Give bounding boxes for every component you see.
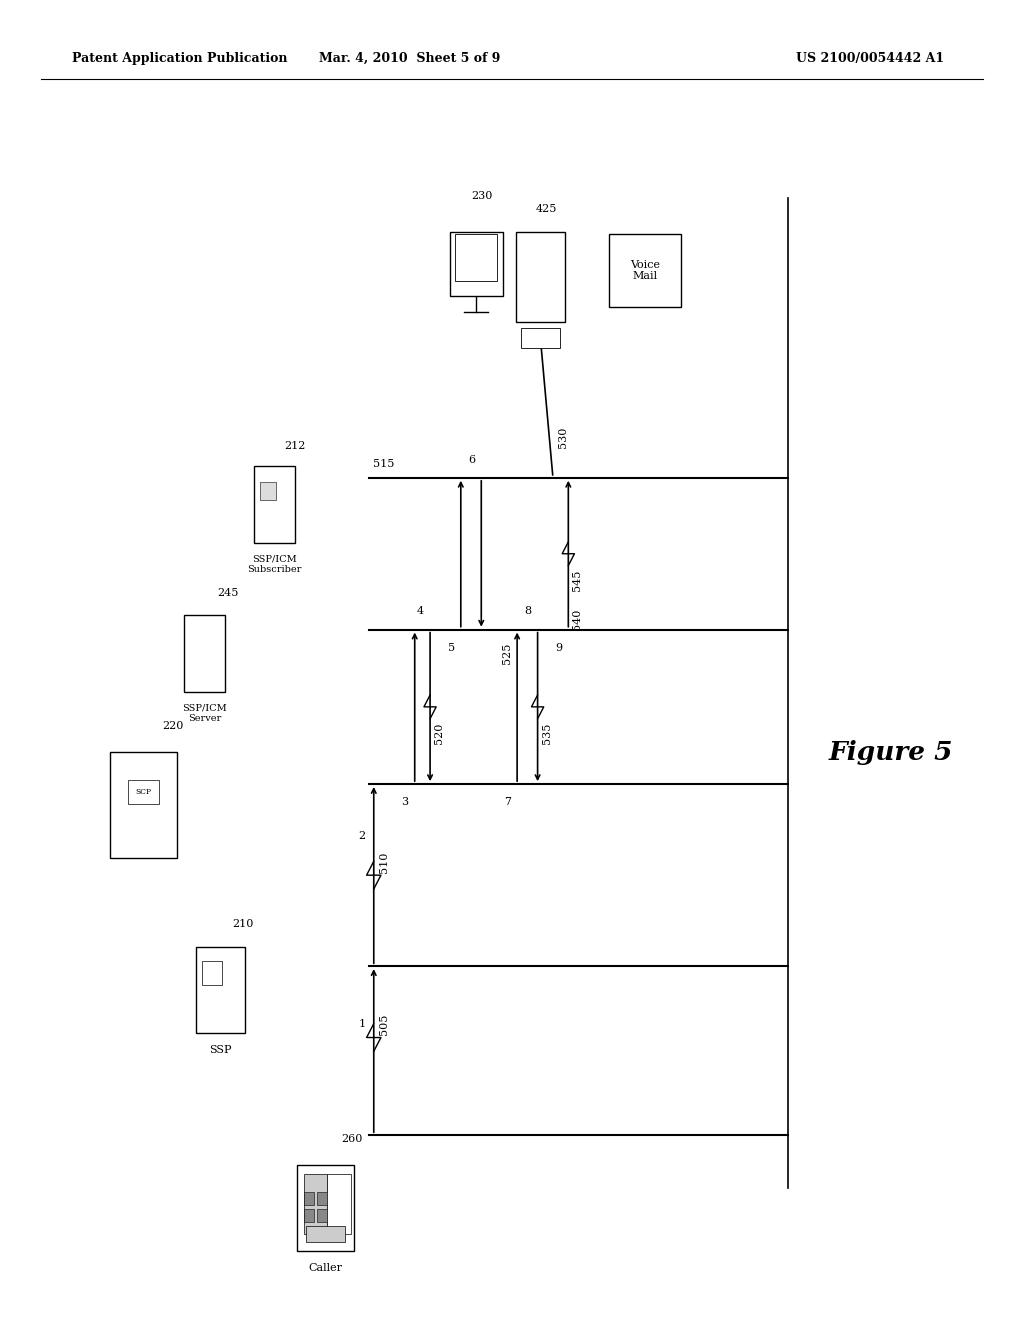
Text: SSP: SSP [209, 1045, 231, 1056]
Text: 510: 510 [379, 851, 389, 873]
Text: Patent Application Publication: Patent Application Publication [72, 51, 287, 65]
Text: 525: 525 [502, 643, 512, 664]
Text: 212: 212 [285, 441, 306, 451]
FancyBboxPatch shape [297, 1164, 354, 1251]
Text: SCP: SCP [135, 788, 152, 796]
FancyBboxPatch shape [521, 327, 560, 347]
Text: Mar. 4, 2010  Sheet 5 of 9: Mar. 4, 2010 Sheet 5 of 9 [318, 51, 501, 65]
Text: 5: 5 [447, 643, 455, 653]
Text: 6: 6 [468, 454, 475, 465]
Text: 4: 4 [417, 606, 424, 616]
Text: Figure 5: Figure 5 [828, 741, 953, 764]
Text: SSP/ICM
Server: SSP/ICM Server [182, 704, 227, 723]
FancyBboxPatch shape [202, 961, 222, 985]
Text: 535: 535 [542, 722, 552, 744]
FancyBboxPatch shape [450, 232, 503, 296]
FancyBboxPatch shape [306, 1226, 345, 1242]
FancyBboxPatch shape [303, 1173, 328, 1234]
Text: 520: 520 [434, 722, 444, 744]
FancyBboxPatch shape [184, 615, 225, 692]
Text: 8: 8 [524, 606, 531, 616]
FancyBboxPatch shape [327, 1173, 351, 1234]
FancyBboxPatch shape [254, 466, 295, 543]
Text: Voice
Mail: Voice Mail [630, 260, 660, 281]
Text: 505: 505 [379, 1014, 389, 1035]
FancyBboxPatch shape [304, 1209, 314, 1222]
Text: 245: 245 [217, 587, 239, 598]
Text: 1: 1 [358, 1019, 366, 1030]
FancyBboxPatch shape [128, 780, 159, 804]
FancyBboxPatch shape [317, 1192, 328, 1205]
Text: Caller: Caller [308, 1263, 343, 1274]
Text: SSP/ICM
Subscriber: SSP/ICM Subscriber [247, 554, 302, 574]
Text: 425: 425 [536, 203, 557, 214]
FancyBboxPatch shape [260, 482, 276, 500]
Text: 540: 540 [572, 609, 583, 631]
Text: 530: 530 [558, 426, 568, 447]
FancyBboxPatch shape [304, 1192, 314, 1205]
Text: 3: 3 [401, 797, 409, 808]
Text: US 2100/0054442 A1: US 2100/0054442 A1 [797, 51, 944, 65]
Text: 210: 210 [232, 919, 254, 929]
Text: 9: 9 [555, 643, 562, 653]
Text: 260: 260 [341, 1134, 362, 1144]
Text: 7: 7 [504, 797, 511, 808]
Text: 230: 230 [471, 190, 493, 201]
FancyBboxPatch shape [456, 234, 497, 281]
Text: 545: 545 [572, 569, 583, 591]
FancyBboxPatch shape [609, 235, 681, 306]
Text: 2: 2 [358, 830, 366, 841]
FancyBboxPatch shape [516, 232, 565, 322]
Text: 220: 220 [162, 721, 183, 731]
FancyBboxPatch shape [111, 752, 177, 858]
Text: 515: 515 [373, 458, 394, 469]
FancyBboxPatch shape [317, 1209, 328, 1222]
FancyBboxPatch shape [196, 948, 245, 1032]
